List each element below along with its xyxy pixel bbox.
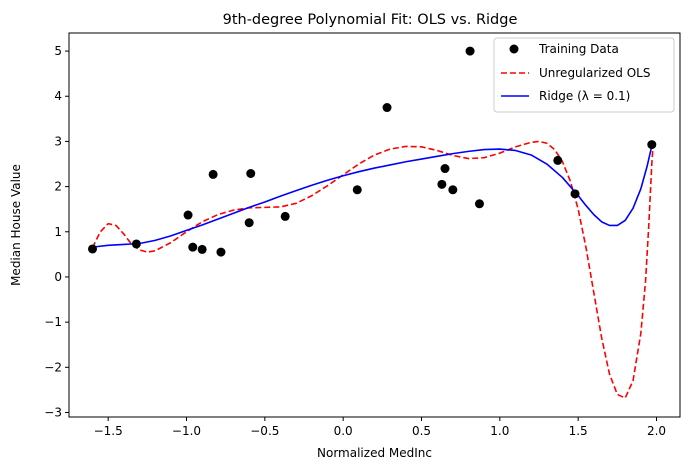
data-point — [183, 210, 193, 220]
legend-label-ols: Unregularized OLS — [539, 66, 650, 80]
data-point — [474, 199, 484, 209]
legend-label-training-data: Training Data — [538, 42, 619, 56]
data-point — [437, 179, 447, 189]
plot-frame — [68, 32, 681, 418]
data-point — [208, 169, 218, 179]
data-point — [647, 140, 657, 150]
x-tick-label: −0.5 — [250, 424, 279, 438]
y-tick-label: 4 — [54, 89, 62, 103]
data-point — [131, 239, 141, 249]
data-point — [382, 103, 392, 113]
x-tick-label: 0.0 — [334, 424, 353, 438]
y-tick-label: −2 — [44, 360, 62, 374]
ols-curve-path — [91, 140, 655, 399]
data-point — [188, 242, 198, 252]
y-tick-label: 2 — [54, 180, 62, 194]
y-tick-label: −1 — [44, 315, 62, 329]
ridge-curve-path — [92, 141, 655, 248]
data-point — [280, 211, 290, 221]
data-point — [197, 244, 207, 254]
legend-box — [493, 37, 675, 113]
data-point — [465, 46, 475, 56]
legend-marker-training-data — [509, 44, 519, 54]
data-point — [440, 164, 450, 174]
data-point — [244, 218, 254, 228]
x-tick-label: 1.0 — [490, 424, 509, 438]
x-axis: −1.5 −1.0 −0.5 0.0 0.5 1.0 1.5 2.0 — [94, 417, 666, 438]
legend-label-ridge: Ridge (λ = 0.1) — [539, 89, 630, 103]
y-tick-label: 1 — [54, 225, 62, 239]
data-point — [88, 244, 97, 254]
data-point — [216, 247, 226, 257]
x-tick-label: −1.5 — [94, 424, 123, 438]
legend: Training Data Unregularized OLS Ridge (λ… — [493, 37, 675, 113]
ridge-line — [92, 141, 655, 248]
y-tick-label: −3 — [44, 405, 62, 419]
y-axis-label: Median House Value — [9, 164, 23, 286]
x-tick-label: 2.0 — [647, 424, 666, 438]
x-tick-label: −1.0 — [172, 424, 201, 438]
ols-line — [91, 140, 655, 399]
data-point — [553, 155, 563, 165]
y-tick-label: 5 — [54, 44, 62, 58]
data-point — [246, 168, 256, 178]
data-point — [570, 189, 580, 199]
x-axis-label: Normalized MedInc — [317, 446, 432, 460]
data-point — [352, 185, 362, 195]
training-data-points — [88, 46, 657, 257]
plot-area — [88, 46, 657, 399]
y-tick-label: 0 — [54, 270, 62, 284]
x-tick-label: 0.5 — [412, 424, 431, 438]
y-tick-label: 3 — [54, 134, 62, 148]
data-point — [448, 185, 458, 195]
chart-title: 9th-degree Polynomial Fit: OLS vs. Ridge — [223, 12, 518, 28]
y-axis: −3 −2 −1 0 1 2 3 4 5 — [44, 44, 69, 419]
x-tick-label: 1.5 — [569, 424, 588, 438]
